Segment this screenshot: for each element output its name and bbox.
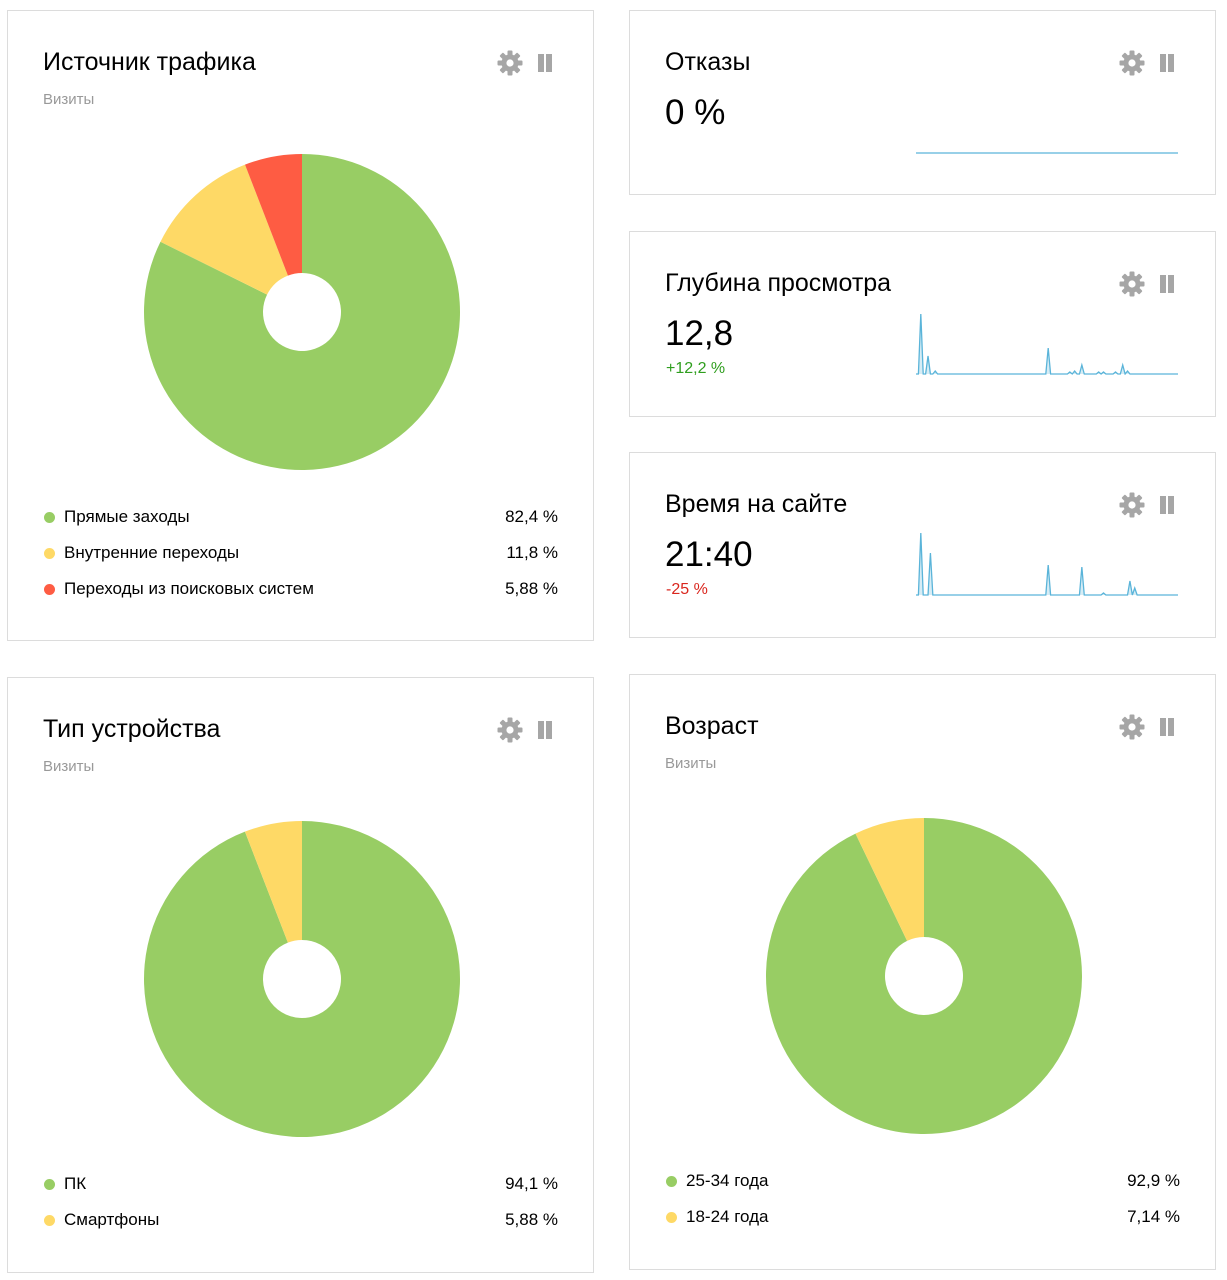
legend-value: 7,14 % — [1127, 1207, 1180, 1226]
widget-subtitle: Визиты — [43, 758, 95, 775]
time-on-site-widget: Время на сайте 21:40 -25 % — [629, 452, 1216, 638]
pie-slice[interactable] — [144, 821, 460, 1137]
widget-title: Возраст — [665, 712, 759, 740]
legend-item[interactable]: Внутренние переходы 11,8 % — [43, 535, 558, 571]
page-depth-widget: Глубина просмотра 12,8 +12,2 % — [629, 231, 1216, 417]
drag-handle-icon[interactable] — [1153, 270, 1181, 298]
time-sparkline — [916, 526, 1178, 596]
legend-color-dot — [44, 1215, 55, 1226]
legend-value: 5,88 % — [505, 579, 558, 598]
legend-value: 82,4 % — [505, 507, 558, 526]
chart-legend: ПК 94,1 % Смартфоны 5,88 % — [43, 1166, 558, 1238]
gear-icon[interactable] — [496, 716, 524, 744]
pie-slice[interactable] — [244, 821, 302, 943]
gear-icon[interactable] — [1118, 270, 1146, 298]
metric-value: 12,8 — [665, 314, 734, 353]
legend-label: Внутренние переходы — [64, 543, 240, 562]
gear-icon[interactable] — [1118, 49, 1146, 77]
drag-handle-icon[interactable] — [1153, 491, 1181, 519]
legend-value: 92,9 % — [1127, 1171, 1180, 1190]
chart-legend: Прямые заходы 82,4 % Внутренние переходы 11… — [43, 499, 558, 607]
legend-value: 11,8 % — [506, 543, 558, 562]
legend-color-dot — [666, 1212, 677, 1223]
widget-tools — [489, 716, 559, 744]
widget-tools — [489, 49, 559, 77]
metric-value: 21:40 — [665, 535, 753, 574]
legend-item[interactable]: ПК 94,1 % — [43, 1166, 558, 1202]
legend-item[interactable]: Прямые заходы 82,4 % — [43, 499, 558, 535]
traffic-pie-chart — [142, 152, 462, 472]
drag-handle-icon[interactable] — [1153, 713, 1181, 741]
legend-label: Смартфоны — [64, 1210, 160, 1229]
age-pie-chart — [764, 816, 1084, 1136]
gear-icon[interactable] — [1118, 713, 1146, 741]
sparkline-line — [916, 313, 1178, 375]
legend-color-dot — [666, 1176, 677, 1187]
pie-slice[interactable] — [244, 154, 302, 276]
chart-legend: 25-34 года 92,9 % 18-24 года 7,14 % — [665, 1163, 1180, 1235]
widget-title: Отказы — [665, 48, 751, 76]
depth-sparkline — [916, 305, 1178, 375]
legend-item[interactable]: Смартфоны 5,88 % — [43, 1202, 558, 1238]
device-pie-chart — [142, 819, 462, 1139]
widget-tools — [1111, 491, 1181, 519]
pie-slice[interactable] — [160, 164, 288, 295]
widget-title: Глубина просмотра — [665, 269, 892, 297]
widget-title: Тип устройства — [43, 715, 221, 743]
widget-tools — [1111, 49, 1181, 77]
legend-color-dot — [44, 548, 55, 559]
legend-item[interactable]: Переходы из поисковых систем 5,88 % — [43, 571, 558, 607]
widget-title: Источник трафика — [43, 48, 256, 76]
widget-title: Время на сайте — [665, 490, 848, 518]
metric-delta-positive: +12,2 % — [666, 360, 726, 377]
legend-value: 94,1 % — [505, 1174, 558, 1193]
age-widget: Возраст Визиты 25-34 года 92,9 % 18-24 год… — [629, 674, 1216, 1270]
legend-item[interactable]: 18-24 года 7,14 % — [665, 1199, 1180, 1235]
widget-subtitle: Визиты — [43, 91, 95, 108]
widget-subtitle: Визиты — [665, 755, 717, 772]
bounce-sparkline — [916, 84, 1178, 154]
drag-handle-icon[interactable] — [1153, 49, 1181, 77]
pie-slice[interactable] — [766, 818, 1082, 1134]
sparkline-line — [916, 532, 1178, 596]
legend-label: Переходы из поисковых систем — [64, 579, 314, 598]
legend-label: 25-34 года — [686, 1171, 769, 1190]
legend-color-dot — [44, 584, 55, 595]
legend-label: Прямые заходы — [64, 507, 190, 526]
legend-label: ПК — [64, 1174, 87, 1193]
legend-item[interactable]: 25-34 года 92,9 % — [665, 1163, 1180, 1199]
legend-label: 18-24 года — [686, 1207, 769, 1226]
pie-slice[interactable] — [144, 154, 460, 470]
gear-icon[interactable] — [496, 49, 524, 77]
widget-tools — [1111, 270, 1181, 298]
widget-tools — [1111, 713, 1181, 741]
legend-color-dot — [44, 1179, 55, 1190]
device-type-widget: Тип устройства Визиты ПК 94,1 % Смартфоны 5… — [7, 677, 594, 1273]
bounce-rate-widget: Отказы 0 % — [629, 10, 1216, 195]
legend-color-dot — [44, 512, 55, 523]
legend-value: 5,88 % — [505, 1210, 558, 1229]
drag-handle-icon[interactable] — [531, 49, 559, 77]
metric-delta-negative: -25 % — [666, 581, 708, 598]
metric-value: 0 % — [665, 93, 726, 132]
traffic-source-widget: Источник трафика Визиты Прямые заходы 82,… — [7, 10, 594, 641]
gear-icon[interactable] — [1118, 491, 1146, 519]
pie-slice[interactable] — [855, 818, 924, 941]
drag-handle-icon[interactable] — [531, 716, 559, 744]
